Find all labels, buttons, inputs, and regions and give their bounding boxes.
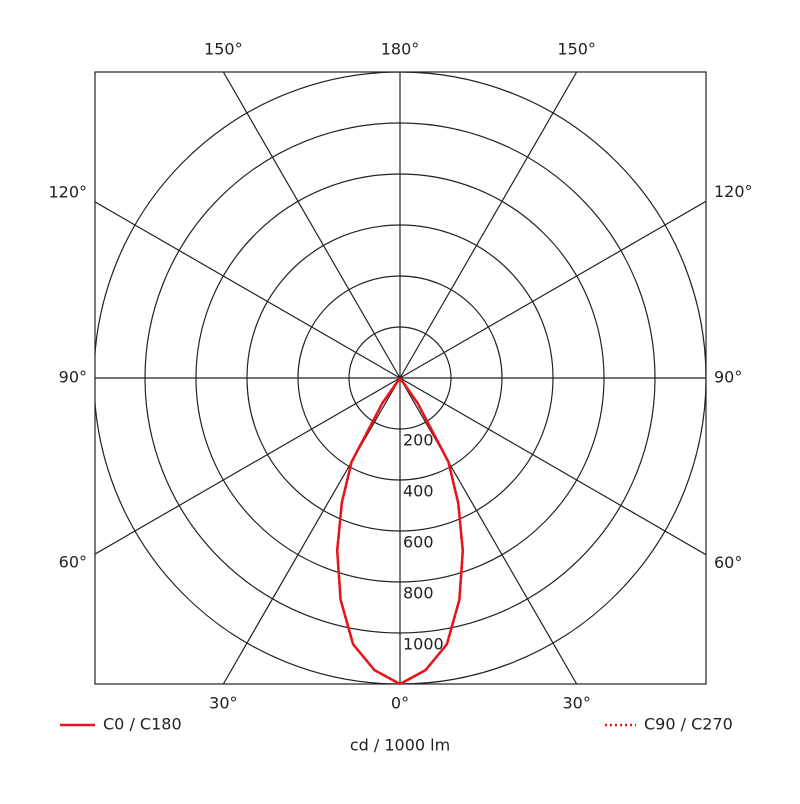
- angle-label: 60°: [59, 552, 87, 571]
- r-tick-label: 400: [403, 482, 434, 501]
- grid: [95, 72, 706, 684]
- r-tick-label: 600: [403, 533, 434, 552]
- angle-label: 30°: [209, 694, 237, 713]
- angle-label: 90°: [714, 368, 742, 387]
- spoke: [222, 377, 401, 684]
- spoke: [399, 377, 706, 556]
- spoke: [399, 72, 578, 379]
- angle-label: 120°: [48, 183, 87, 202]
- r-tick-label: 800: [403, 584, 434, 603]
- r-tick-label: 200: [403, 431, 434, 450]
- legend-label: C0 / C180: [103, 715, 182, 734]
- angle-label: 30°: [562, 694, 590, 713]
- spoke: [95, 377, 401, 555]
- spoke: [95, 201, 401, 379]
- angle-label: 150°: [557, 40, 596, 59]
- spoke: [399, 200, 706, 379]
- marks: [335, 377, 465, 686]
- angle-label: 120°: [714, 182, 753, 201]
- spoke: [222, 72, 401, 379]
- curve: [398, 377, 465, 686]
- curve: [335, 377, 402, 686]
- r-tick-label: 1000: [403, 635, 444, 654]
- axis-label: cd / 1000 lm: [350, 736, 450, 755]
- angle-label: 150°: [204, 40, 243, 59]
- legend-label: C90 / C270: [644, 715, 733, 734]
- angle-label: 90°: [59, 368, 87, 387]
- angle-label: 60°: [714, 553, 742, 572]
- angle-label: 0°: [391, 694, 409, 713]
- spoke: [399, 377, 578, 684]
- angle-label: 180°: [381, 40, 420, 59]
